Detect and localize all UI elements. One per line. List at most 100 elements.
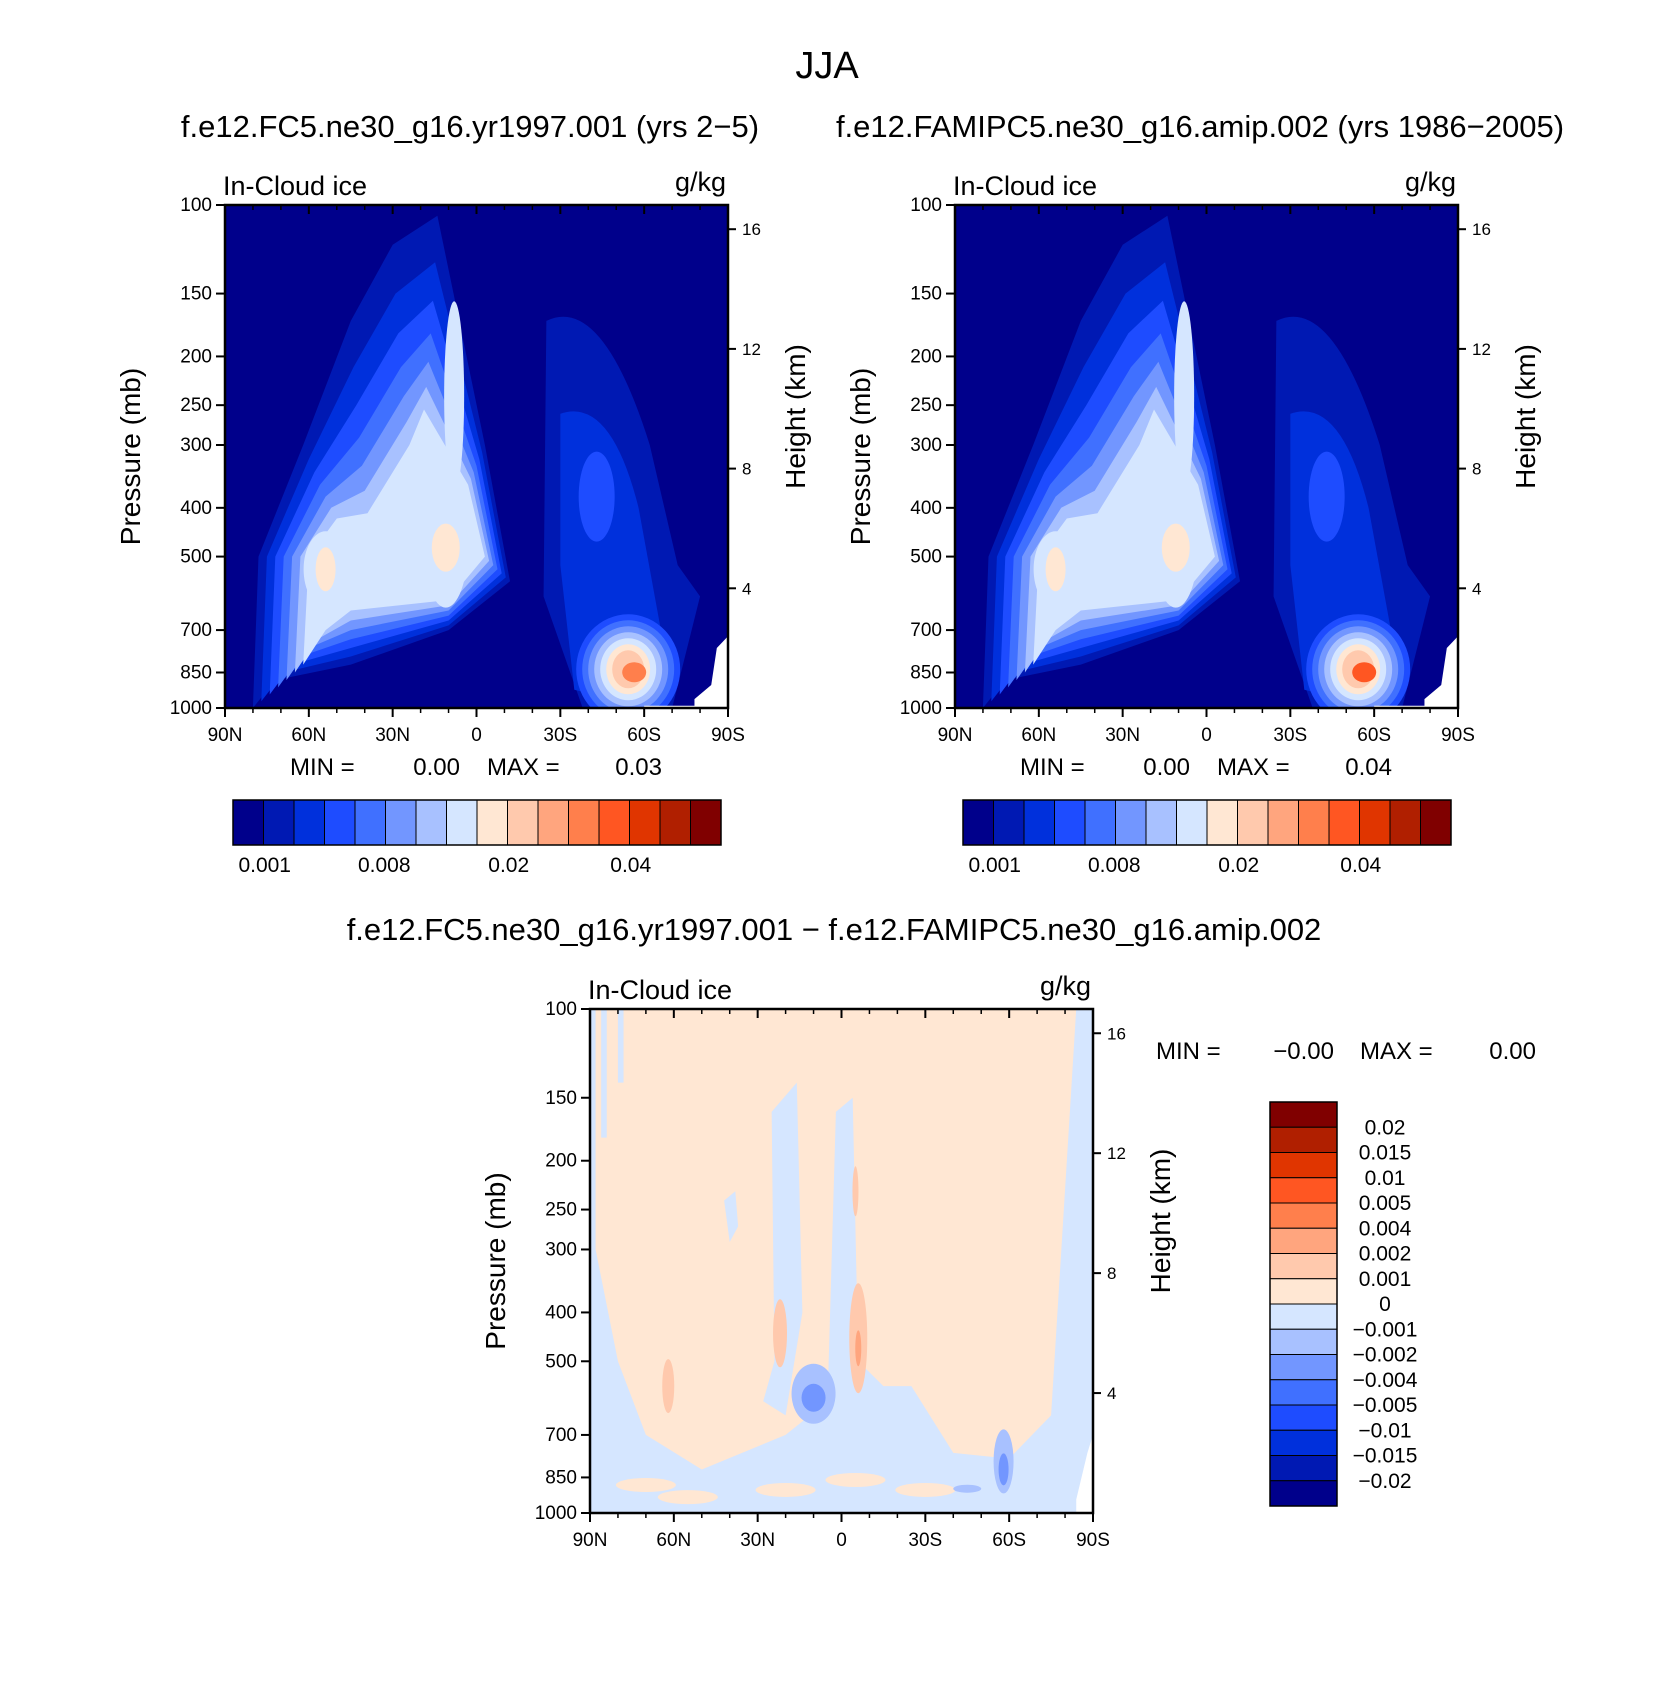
colorbar-box — [1269, 1404, 1338, 1431]
x-tick-label: 90S — [1076, 1530, 1110, 1551]
contour-band — [622, 662, 647, 683]
colorbar-box — [507, 799, 539, 846]
colorbar-box — [629, 799, 661, 846]
y2-tick-label: 12 — [1107, 1144, 1126, 1163]
contour-band-negative — [590, 1009, 1093, 1513]
subtitle-right: g/kg — [1040, 971, 1091, 1001]
x-tick-label: 0 — [1201, 725, 1212, 746]
colorbar-box — [659, 799, 691, 846]
colorbar-box — [993, 799, 1025, 846]
y-tick-label: 250 — [180, 395, 212, 416]
x-tick-label: 30N — [375, 725, 410, 746]
colorbar-box — [1269, 1101, 1338, 1128]
x-tick-label: 60S — [992, 1530, 1026, 1551]
colorbar-box — [1269, 1354, 1338, 1381]
colorbar-box — [1115, 799, 1147, 846]
colorbar-label: −0.001 — [1353, 1318, 1418, 1341]
x-tick-label: 30S — [543, 725, 577, 746]
y-tick-label: 150 — [910, 284, 942, 305]
colorbar-box — [1237, 799, 1269, 846]
colorbar-box — [1269, 1126, 1338, 1153]
colorbar-label: 0.008 — [1088, 854, 1141, 877]
contour-field — [955, 205, 1458, 708]
max-value: 0.04 — [1345, 754, 1392, 781]
colorbar-box — [1269, 1278, 1338, 1305]
max-label: MAX = — [1217, 754, 1290, 781]
colorbar-box — [1269, 1429, 1338, 1456]
colorbar-label: −0.02 — [1358, 1470, 1411, 1493]
x-tick-label: 30S — [908, 1530, 942, 1551]
colorbar-box — [1267, 799, 1299, 846]
colorbar-box — [354, 799, 386, 846]
y-tick-label: 200 — [545, 1151, 577, 1172]
x-tick-label: 60S — [627, 725, 661, 746]
y-tick-label: 500 — [910, 547, 942, 568]
y2-tick-label: 16 — [1472, 220, 1491, 239]
colorbar-label: −0.002 — [1353, 1344, 1418, 1367]
colorbar-label: 0.001 — [238, 854, 291, 877]
y2-tick-label: 8 — [1472, 460, 1481, 479]
x-tick-label: 90N — [938, 725, 973, 746]
y2-tick-label: 4 — [1472, 579, 1481, 598]
colorbar-box — [293, 799, 325, 846]
missing-data-region — [694, 636, 728, 708]
subtitle-left: In-Cloud ice — [953, 171, 1097, 201]
colorbar-box — [1206, 799, 1238, 846]
contour-band — [578, 451, 615, 542]
y-axis-label: Pressure (mb) — [480, 1172, 511, 1349]
y-tick-label: 700 — [910, 620, 942, 641]
contour-band — [1308, 451, 1345, 542]
max-value: 0.00 — [1489, 1038, 1536, 1065]
colorbar-box — [1084, 799, 1116, 846]
contour-band-positive — [852, 1166, 859, 1217]
contour-band-positive — [855, 1330, 862, 1367]
colorbar-box — [1269, 1328, 1338, 1355]
colorbar-box — [1269, 1202, 1338, 1229]
min-label: MIN = — [1156, 1038, 1221, 1065]
colorbar-label: 0.015 — [1359, 1142, 1412, 1165]
x-tick-label: 60S — [1357, 725, 1391, 746]
colorbar-label: 0.005 — [1359, 1192, 1412, 1215]
colorbar-box — [324, 799, 356, 846]
contour-band-positive — [773, 1299, 788, 1368]
x-tick-label: 60N — [1021, 725, 1056, 746]
contour-band-negative — [617, 1009, 624, 1083]
y-tick-label: 500 — [180, 547, 212, 568]
colorbar-box — [598, 799, 630, 846]
subtitle-right: g/kg — [675, 167, 726, 197]
colorbar-box — [1269, 1455, 1338, 1482]
colorbar-label: 0.01 — [1365, 1167, 1406, 1190]
panel-title: f.e12.FC5.ne30_g16.yr1997.001 − f.e12.FA… — [347, 912, 1322, 947]
contour-band — [1045, 547, 1066, 592]
y2-axis-label: Height (km) — [780, 344, 811, 489]
panel-difference: 100 150 200 250 300 400 500 700 850 1000 16 12 8 4 90N… — [347, 912, 1536, 1551]
x-tick-label: 60N — [656, 1530, 691, 1551]
contour-band — [1352, 662, 1377, 683]
max-value: 0.03 — [615, 754, 662, 781]
y2-tick-label: 16 — [1107, 1024, 1126, 1043]
x-tick-label: 30N — [1105, 725, 1140, 746]
contour-band-negative — [998, 1453, 1009, 1486]
colorbar-box — [232, 799, 264, 846]
panel-amip-run: 100 150 200 250 300 400 500 700 850 1000 16 12 8 4 90N… — [836, 109, 1564, 877]
colorbar-box — [1269, 1227, 1338, 1254]
x-tick-label: 60N — [291, 725, 326, 746]
colorbar-box — [1389, 799, 1421, 846]
colorbar-box — [1359, 799, 1391, 846]
colorbar-frame — [232, 799, 722, 846]
colorbar-label: 0.008 — [358, 854, 411, 877]
colorbar-box — [537, 799, 569, 846]
missing-data-region — [1076, 1434, 1093, 1513]
y-tick-label: 1000 — [535, 1503, 577, 1524]
contour-field — [590, 1009, 1093, 1513]
colorbar-label: 0.04 — [610, 854, 651, 877]
colorbar-box — [415, 799, 447, 846]
season-title: JJA — [795, 45, 859, 87]
y-tick-label: 100 — [180, 195, 212, 216]
contour-band-positive — [755, 1482, 816, 1497]
y2-tick-label: 16 — [742, 220, 761, 239]
colorbar-frame — [962, 799, 1452, 846]
y-tick-label: 850 — [910, 662, 942, 683]
x-tick-label: 90N — [573, 1530, 608, 1551]
